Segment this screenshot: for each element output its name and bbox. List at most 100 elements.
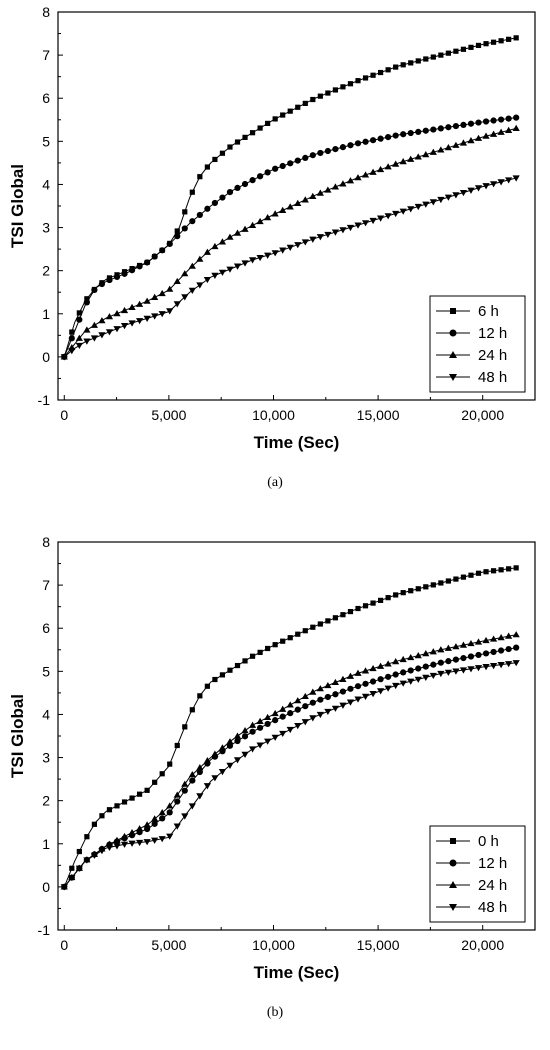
legend-box bbox=[429, 295, 526, 393]
data-point bbox=[218, 744, 227, 751]
data-point bbox=[369, 168, 377, 175]
data-point bbox=[385, 595, 391, 601]
data-point bbox=[452, 141, 460, 148]
data-point bbox=[144, 259, 151, 266]
data-point bbox=[196, 282, 204, 289]
data-point bbox=[135, 839, 144, 847]
data-point bbox=[143, 297, 151, 304]
data-point bbox=[166, 240, 173, 248]
x-axis-title: Time (Sec) bbox=[254, 433, 340, 452]
legend-marker bbox=[449, 329, 457, 337]
data-point bbox=[423, 56, 429, 62]
x-tick-label: 0 bbox=[60, 407, 68, 423]
data-point bbox=[400, 131, 407, 138]
data-point bbox=[475, 42, 482, 49]
data-point bbox=[497, 662, 505, 669]
data-point bbox=[317, 149, 324, 157]
data-point bbox=[317, 93, 323, 99]
data-point bbox=[347, 608, 354, 615]
y-tick-label: 3 bbox=[42, 220, 50, 236]
data-point bbox=[264, 214, 272, 221]
data-point bbox=[204, 683, 210, 689]
y-tick-label: -1 bbox=[38, 392, 51, 408]
data-point bbox=[361, 220, 370, 227]
data-point bbox=[196, 255, 204, 262]
data-point bbox=[83, 338, 91, 345]
data-point bbox=[248, 746, 257, 753]
data-point bbox=[393, 592, 399, 598]
data-point bbox=[212, 156, 218, 163]
data-point bbox=[505, 126, 513, 133]
data-point bbox=[158, 289, 166, 297]
data-point bbox=[505, 645, 512, 653]
data-point bbox=[512, 631, 520, 638]
data-point bbox=[506, 36, 512, 42]
legend-marker bbox=[449, 881, 457, 888]
data-point bbox=[310, 96, 316, 103]
data-point bbox=[98, 848, 106, 855]
data-point bbox=[98, 280, 106, 288]
x-tick-label: 15,000 bbox=[357, 407, 400, 423]
data-point bbox=[324, 231, 332, 239]
data-point bbox=[84, 834, 90, 840]
data-point bbox=[316, 711, 324, 719]
data-point bbox=[361, 693, 370, 700]
y-tick-label: -1 bbox=[38, 922, 51, 938]
data-point bbox=[407, 129, 414, 137]
x-tick-label: 5,000 bbox=[151, 937, 186, 953]
data-point bbox=[218, 769, 227, 776]
legend-marker bbox=[449, 904, 457, 911]
data-point bbox=[68, 348, 76, 355]
data-point bbox=[407, 206, 415, 213]
data-point bbox=[460, 574, 467, 580]
data-point bbox=[98, 317, 106, 324]
data-point bbox=[151, 293, 159, 300]
data-point bbox=[400, 590, 406, 596]
data-point bbox=[257, 649, 263, 655]
data-point bbox=[437, 670, 445, 678]
data-point bbox=[279, 713, 286, 720]
data-point bbox=[128, 267, 136, 274]
data-point bbox=[332, 615, 339, 621]
data-point bbox=[316, 234, 324, 241]
data-point bbox=[346, 672, 355, 679]
data-point bbox=[98, 332, 106, 339]
data-point bbox=[369, 137, 377, 144]
data-point bbox=[90, 852, 99, 859]
y-tick-label: 8 bbox=[42, 4, 50, 20]
data-point bbox=[339, 144, 347, 151]
data-point bbox=[362, 138, 369, 145]
data-point bbox=[68, 335, 75, 342]
data-point bbox=[241, 180, 249, 188]
data-point bbox=[294, 706, 301, 713]
data-point bbox=[331, 678, 340, 686]
y-tick-label: 5 bbox=[42, 663, 50, 679]
data-point bbox=[249, 130, 256, 136]
data-point bbox=[369, 691, 377, 698]
data-point bbox=[256, 254, 264, 262]
data-point bbox=[482, 636, 490, 644]
y-tick-label: 4 bbox=[42, 176, 50, 192]
data-point bbox=[354, 669, 362, 676]
data-point bbox=[181, 787, 188, 794]
data-point bbox=[467, 137, 475, 144]
data-point bbox=[60, 884, 68, 891]
data-point bbox=[256, 173, 264, 180]
data-point bbox=[452, 643, 460, 650]
data-point bbox=[407, 678, 415, 685]
data-point bbox=[264, 252, 272, 259]
data-point bbox=[438, 580, 444, 586]
data-point bbox=[227, 144, 233, 150]
data-point bbox=[384, 213, 392, 220]
data-point bbox=[248, 721, 257, 728]
x-tick-label: 0 bbox=[60, 937, 68, 953]
data-point bbox=[151, 253, 158, 260]
data-point bbox=[174, 742, 180, 749]
data-point bbox=[113, 273, 121, 281]
data-point bbox=[453, 576, 459, 582]
data-point bbox=[166, 833, 174, 840]
legend-label: 24 h bbox=[478, 347, 507, 364]
x-tick-label: 20,000 bbox=[461, 407, 504, 423]
data-point bbox=[347, 81, 354, 87]
data-point bbox=[159, 247, 166, 254]
